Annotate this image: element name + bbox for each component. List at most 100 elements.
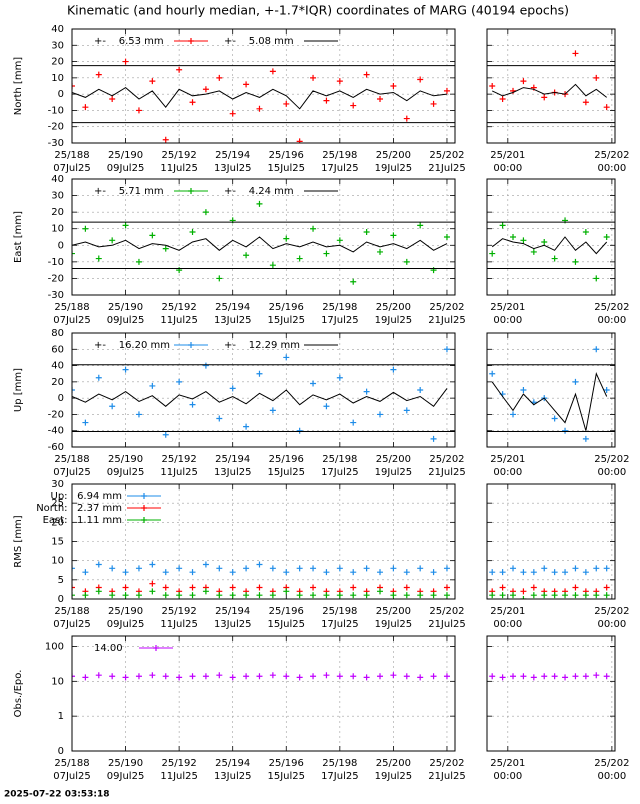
x-tick-label: 25/192 [162, 302, 197, 313]
x-tick-sublabel: 09Jul25 [107, 163, 145, 174]
point [541, 673, 548, 680]
point [122, 592, 129, 599]
point [551, 415, 558, 422]
point [510, 411, 517, 418]
x-tick-sublabel: 13Jul25 [214, 163, 252, 174]
x-tick-label: 25/194 [215, 606, 250, 617]
point [243, 423, 250, 430]
y-axis-label: East [mm] [13, 211, 24, 263]
point [499, 569, 506, 576]
point [216, 275, 223, 282]
point [149, 78, 156, 85]
point [363, 229, 370, 236]
x-tick-sublabel: 15Jul25 [268, 619, 306, 630]
x-tick-sublabel: 07Jul25 [53, 467, 91, 478]
grid [487, 483, 615, 600]
legend-marker [141, 493, 147, 499]
point [572, 584, 579, 591]
grid [487, 636, 615, 752]
plot-area [487, 346, 615, 442]
x-tick-sublabel: 19Jul25 [375, 619, 413, 630]
point [109, 237, 116, 244]
plot-area [72, 346, 455, 442]
y-tick-label: 25 [51, 498, 64, 509]
median-line [491, 236, 608, 255]
x-tick-label: 25/196 [269, 454, 304, 465]
x-tick-sublabel: 11Jul25 [160, 771, 198, 782]
point [417, 76, 424, 83]
point [572, 378, 579, 385]
point [135, 673, 142, 680]
y-axis-label: Obs./Epo. [13, 670, 24, 718]
point [520, 569, 527, 576]
point [323, 592, 330, 599]
y-tick-label: -10 [48, 105, 64, 116]
point [417, 387, 424, 393]
x-tick-sublabel: 00:00 [597, 467, 626, 478]
plot-area [72, 561, 450, 599]
x-tick-sublabel: 09Jul25 [107, 771, 145, 782]
point [149, 382, 156, 389]
point [95, 561, 102, 568]
point [296, 138, 303, 143]
x-tick-sublabel: 00:00 [493, 315, 522, 326]
point [350, 592, 357, 599]
x-tick-label: 25/202 [594, 606, 629, 617]
x-tick-label: 25/202 [594, 758, 629, 769]
point [551, 255, 558, 262]
point [572, 673, 579, 680]
legend-marker [188, 342, 194, 348]
panel-frame [486, 28, 616, 144]
point [510, 234, 517, 240]
x-tick-sublabel: 11Jul25 [160, 315, 198, 326]
point [229, 385, 236, 392]
point [520, 237, 527, 244]
point [283, 673, 290, 680]
x-tick-label: 25/202 [594, 302, 629, 313]
legend-marker [188, 38, 194, 44]
point [572, 258, 579, 265]
point [82, 104, 89, 111]
legend-label: +- 5.08 mm [224, 36, 294, 47]
point [269, 262, 276, 269]
x-tick-sublabel: 21Jul25 [428, 771, 466, 782]
point [443, 87, 450, 94]
point [520, 588, 527, 595]
y-tick-label: 0 [58, 746, 64, 757]
x-tick-label: 25/201 [490, 606, 525, 617]
point [109, 96, 116, 103]
point [149, 561, 156, 568]
legend-marker [141, 505, 147, 511]
plot-area [489, 565, 610, 599]
point [82, 569, 89, 576]
x-tick-sublabel: 17Jul25 [321, 619, 359, 630]
point [443, 673, 450, 680]
point [603, 104, 610, 111]
point [310, 380, 317, 387]
point [430, 100, 437, 107]
point [149, 672, 156, 679]
point [443, 592, 450, 599]
point [323, 403, 330, 410]
point [403, 584, 410, 591]
grid [487, 28, 615, 144]
y-axis-label: Up [mm] [13, 368, 24, 412]
y-tick-label: 5 [58, 575, 64, 586]
point [593, 592, 600, 599]
point [269, 565, 276, 572]
median-line [72, 388, 448, 407]
point [603, 234, 610, 240]
point [377, 673, 384, 680]
point [189, 673, 196, 680]
point [109, 403, 116, 410]
grid [71, 483, 455, 600]
median-line [72, 236, 448, 253]
point [510, 592, 517, 599]
point [122, 366, 129, 373]
point [82, 674, 89, 681]
point [269, 672, 276, 679]
panel-frame [486, 635, 616, 752]
point [390, 592, 397, 599]
point [336, 592, 343, 599]
x-tick-sublabel: 13Jul25 [214, 467, 252, 478]
